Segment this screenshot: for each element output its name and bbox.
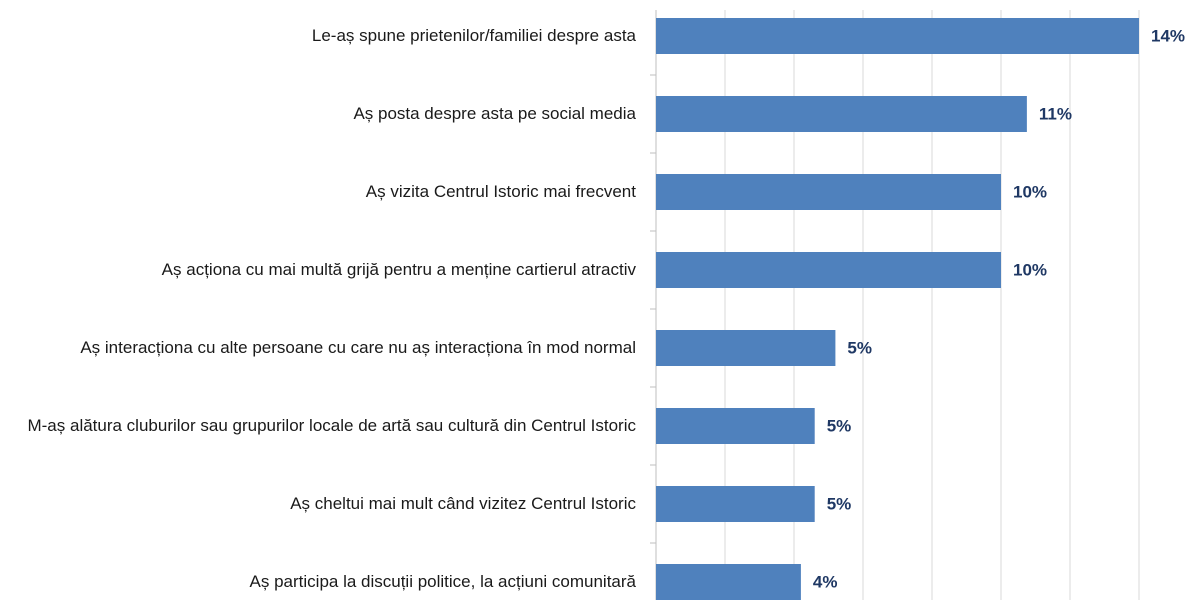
bar (656, 408, 815, 444)
value-label: 14% (1151, 26, 1185, 45)
category-label: Le-aș spune prietenilor/familiei despre … (311, 26, 636, 45)
value-label: 5% (847, 338, 872, 357)
category-label: Aș acționa cu mai multă grijă pentru a m… (161, 260, 636, 279)
category-label: Aș interacționa cu alte persoane cu care… (80, 338, 636, 357)
value-label: 5% (827, 416, 852, 435)
category-label: M-aș alătura cluburilor sau grupurilor l… (27, 416, 636, 435)
bar (656, 18, 1139, 54)
bar (656, 252, 1001, 288)
category-label: Aș cheltui mai mult când vizitez Centrul… (290, 494, 636, 513)
bar (656, 174, 1001, 210)
bar (656, 96, 1027, 132)
value-label: 10% (1013, 260, 1047, 279)
bar (656, 564, 801, 600)
value-label: 10% (1013, 182, 1047, 201)
category-label: Aș vizita Centrul Istoric mai frecvent (365, 182, 636, 201)
value-label: 4% (813, 572, 838, 591)
category-label: Aș posta despre asta pe social media (353, 104, 636, 123)
bar (656, 330, 836, 366)
value-label: 11% (1039, 104, 1072, 123)
value-label: 5% (827, 494, 852, 513)
bar (656, 486, 815, 522)
category-label: Aș participa la discuții politice, la ac… (249, 572, 636, 591)
